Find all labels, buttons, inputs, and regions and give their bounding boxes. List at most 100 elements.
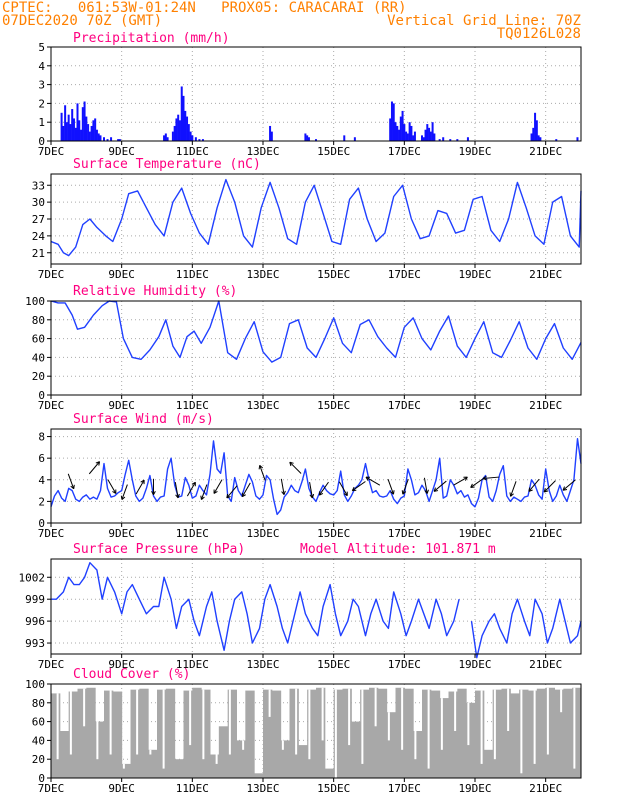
cloud-dip [56, 693, 59, 760]
cloud-bar [395, 687, 405, 778]
precip-bar [307, 137, 310, 141]
y-tick-label: 0 [38, 135, 45, 148]
wind-arrow-head [241, 492, 246, 498]
x-tick-label: 13DEC [246, 658, 279, 671]
x-tick-label: 21DEC [529, 527, 562, 540]
precip-bar [449, 139, 452, 141]
cloud-bar [139, 688, 149, 778]
precip-bar [171, 131, 174, 141]
wind-arrow-head [213, 489, 218, 494]
precip-bar [106, 139, 109, 141]
series-line [50, 300, 582, 363]
header-grid-note: Vertical Grid Line: 70Z [387, 13, 581, 29]
x-tick-label: 13DEC [246, 527, 279, 540]
precip-bar [64, 105, 67, 141]
x-tick-label: 19DEC [458, 782, 491, 795]
y-tick-label: 100 [25, 678, 45, 691]
cloud-dip [308, 689, 311, 760]
y-tick-label: 33 [32, 179, 45, 192]
precip-bar [92, 120, 95, 141]
x-tick-label: 19DEC [458, 399, 491, 412]
precip-bar [442, 137, 445, 141]
x-tick-label: 9DEC [108, 399, 135, 412]
cloud-bar [51, 693, 61, 778]
x-tick-label: 9DEC [108, 658, 135, 671]
x-tick-label: 15DEC [317, 399, 350, 412]
precip-bar [304, 133, 307, 141]
precip-bar [403, 124, 406, 141]
precip-bar [173, 125, 176, 141]
cloud-bar [572, 687, 582, 778]
precip-bar [99, 135, 102, 141]
wind-arrow-head [191, 481, 196, 487]
x-tick-label: 21DEC [529, 399, 562, 412]
wind-arrow-head [140, 479, 145, 485]
wind-arrow [402, 478, 409, 495]
wind-arrow-head [70, 484, 75, 490]
series-line [51, 562, 582, 659]
cloud-bar [148, 749, 158, 778]
cloud-dip [414, 731, 417, 760]
cloud-bar [165, 688, 176, 778]
wind-arrow [423, 477, 428, 494]
wind-arrow [174, 482, 179, 498]
precip-bar [164, 133, 167, 141]
header-station-line: CPTEC: 061:53W-01:24N PROX05: CARACARAI … [2, 0, 407, 16]
wind-arrow [135, 479, 145, 495]
precip-bar [178, 120, 181, 141]
precip-bar [424, 129, 427, 141]
panel-3: 0 2 4 6 8 7DEC 9DEC 11DEC 13DEC 15DEC 17DEC 19DEC 21… [38, 412, 582, 540]
precip-bar [90, 125, 93, 141]
cloud-dip [467, 702, 470, 746]
y-tick-label: 20 [32, 753, 45, 766]
x-tick-label: 15DEC [317, 527, 350, 540]
cloud-dip [69, 691, 72, 755]
cloud-dip [228, 689, 231, 755]
precip-bar [191, 135, 194, 141]
panel-annotation: Model Altitude: 101.871 m [300, 542, 496, 557]
x-tick-label: 13DEC [246, 399, 279, 412]
cloud-dip [202, 689, 205, 760]
x-tick-label: 15DEC [317, 268, 350, 281]
precip-bar [71, 109, 74, 141]
wind-arrow [121, 484, 128, 500]
wind-arrow [510, 481, 517, 497]
cloud-dip [560, 689, 563, 713]
wind-arrow [470, 477, 485, 488]
x-tick-label: 7DEC [38, 268, 65, 281]
cloud-bar [554, 689, 564, 778]
cloud-bar [448, 691, 458, 778]
wind-arrow-head [258, 464, 264, 470]
precip-bar [426, 124, 429, 141]
cloud-bar [351, 721, 361, 778]
wind-arrow-head [365, 476, 370, 481]
x-tick-label: 17DEC [388, 527, 421, 540]
precip-bar [97, 133, 100, 141]
wind-arrow [387, 478, 394, 495]
wind-arrow-head [482, 475, 487, 481]
wind-arrow [483, 476, 500, 479]
cloud-dip [546, 687, 549, 755]
cloud-bar [377, 688, 388, 778]
wind-arrow-head [463, 476, 468, 481]
cloud-dip [136, 689, 139, 755]
precip-bar [555, 139, 558, 141]
cloud-bar [157, 689, 167, 778]
cloud-bar [369, 687, 379, 778]
x-tick-label: 7DEC [38, 399, 65, 412]
wind-arrow [280, 478, 285, 495]
panel-5: 0 20 40 60 80 100 7DEC 9DEC 11DEC 13DEC 15DEC 17DEC… [25, 667, 582, 795]
y-tick-label: 1 [38, 116, 45, 129]
cloud-bar [263, 689, 273, 778]
wind-arrow [67, 473, 75, 489]
cloud-bar [68, 691, 78, 778]
wind-arrow [241, 482, 251, 497]
wind-arrow-head [343, 491, 348, 497]
cloud-bar [254, 773, 264, 778]
cloud-dip [242, 740, 245, 750]
y-tick-label: 0 [38, 389, 45, 402]
cloud-dip [533, 690, 536, 764]
cloud-bar [324, 768, 335, 778]
x-tick-label: 15DEC [317, 145, 350, 158]
